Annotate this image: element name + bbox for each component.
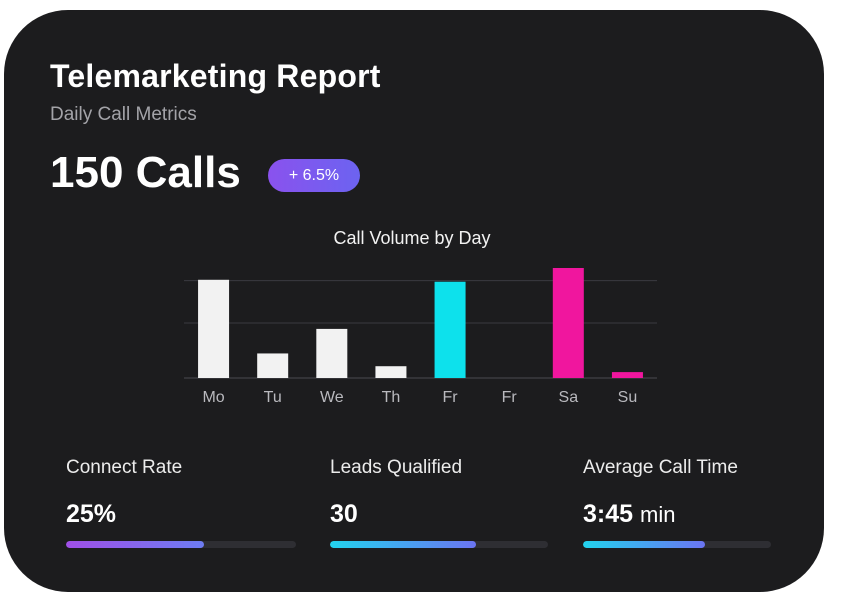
connect-rate-progress — [66, 541, 296, 548]
leads-qualified-progress-fill — [330, 541, 477, 548]
connect-rate-progress-fill — [66, 541, 204, 548]
change-badge: + 6.5% — [268, 159, 360, 192]
chart-tick-label: Tu — [264, 389, 282, 406]
chart-tick-label: We — [320, 389, 344, 406]
chart-bar-th-3 — [375, 366, 407, 378]
report-card: Telemarketing Report Daily Call Metrics … — [4, 10, 824, 592]
leads-qualified-value: 30 — [330, 500, 358, 529]
chart-tick-label: Fr — [502, 389, 518, 406]
chart-bar-su-7 — [611, 372, 643, 378]
total-calls: 150 Calls — [50, 148, 241, 197]
connect-rate-value: 25% — [66, 500, 116, 529]
average-call-time-progress — [583, 541, 771, 548]
chart-bar-mo-0 — [198, 279, 230, 378]
average-call-time-label: Average Call Time — [583, 457, 738, 478]
average-call-time-progress-fill — [583, 541, 706, 548]
average-call-time-number: 3:45 — [583, 500, 634, 528]
chart-title: Call Volume by Day — [333, 228, 491, 248]
leads-qualified-number: 30 — [330, 500, 358, 528]
average-call-time-unit: min — [640, 502, 676, 527]
chart-bar-fr-4 — [434, 281, 466, 378]
page-subtitle: Daily Call Metrics — [50, 104, 197, 125]
leads-qualified-label: Leads Qualified — [330, 457, 463, 478]
leads-qualified-progress — [330, 541, 548, 548]
connect-rate-label: Connect Rate — [66, 457, 183, 478]
chart-tick-label: Th — [382, 389, 401, 406]
connect-rate-number: 25% — [66, 500, 117, 528]
chart-bar-tu-1 — [257, 353, 289, 378]
page-title: Telemarketing Report — [50, 58, 381, 94]
average-call-time-value: 3:45 min — [583, 500, 675, 529]
chart-bar-sa-6 — [552, 268, 584, 378]
chart-tick-label: Su — [618, 389, 638, 406]
chart-tick-label: Mo — [202, 389, 224, 406]
chart-bar-we-2 — [316, 328, 348, 378]
chart-tick-label: Sa — [559, 389, 579, 406]
call-volume-chart: Mo Tu We Th Fr Fr Sa Su — [184, 268, 657, 406]
chart-tick-label: Fr — [443, 389, 459, 406]
